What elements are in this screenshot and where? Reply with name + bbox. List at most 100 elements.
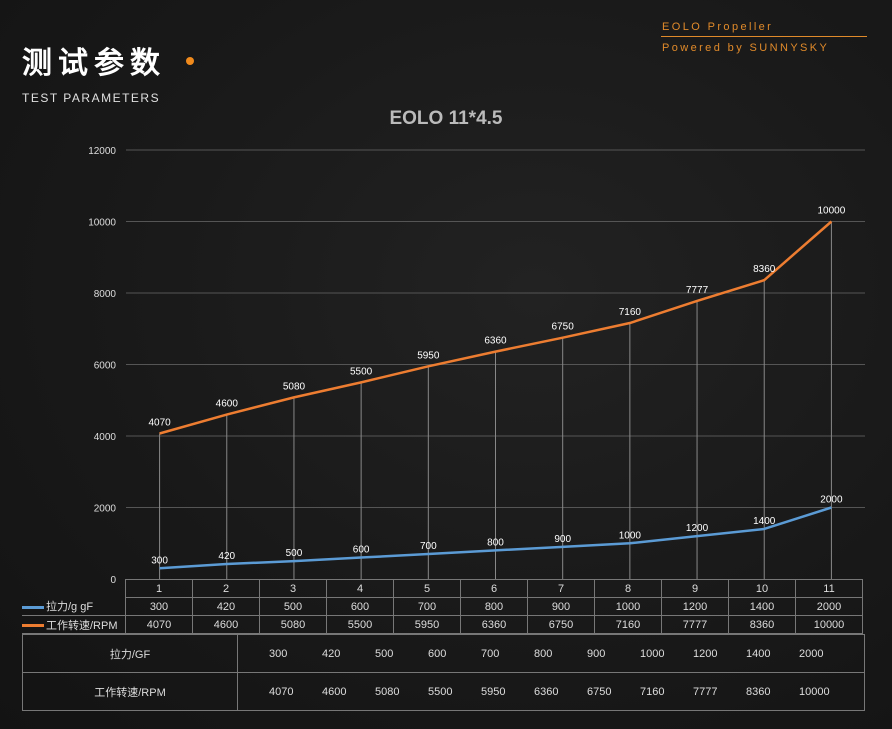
thrust-series-row: 拉力/g gF 300 420 500 600 700 800 900 1000 1200 1400… <box>22 597 863 616</box>
summary-value: 5500 <box>428 685 453 698</box>
value-cell: 700 <box>393 597 461 616</box>
summary-value: 2000 <box>799 647 824 660</box>
summary-value: 4600 <box>322 685 347 698</box>
data-label-rpm: 6750 <box>552 322 575 333</box>
value-cell: 5080 <box>259 615 327 634</box>
summary-value: 8360 <box>746 685 771 698</box>
summary-value: 5950 <box>481 685 506 698</box>
legend-swatch <box>22 605 44 609</box>
value-cell: 300 <box>125 597 193 616</box>
legend-blank <box>22 580 126 598</box>
summary-value: 1200 <box>693 647 718 660</box>
legend-swatch <box>22 624 44 628</box>
data-label-rpm: 6360 <box>484 336 507 347</box>
value-cell: 800 <box>460 597 528 616</box>
summary-value: 4070 <box>269 685 294 698</box>
value-cell: 900 <box>527 597 595 616</box>
value-cell: 1200 <box>661 597 729 616</box>
category-cell: 10 <box>728 579 796 598</box>
data-label-thrust: 300 <box>151 555 168 566</box>
data-label-rpm: 4600 <box>216 399 239 410</box>
data-label-thrust: 800 <box>487 537 504 548</box>
value-cell: 600 <box>326 597 394 616</box>
value-cell: 10000 <box>795 615 863 634</box>
category-cell: 6 <box>460 579 528 598</box>
value-cell: 1400 <box>728 597 796 616</box>
value-cell: 7160 <box>594 615 662 634</box>
rpm-series-row: 工作转速/RPM 4070 4600 5080 5500 5950 6360 6750 7160… <box>22 615 863 634</box>
summary-value: 5080 <box>375 685 400 698</box>
summary-value: 6750 <box>587 685 612 698</box>
summary-value: 1000 <box>640 647 665 660</box>
page-subtitle: TEST PARAMETERS <box>22 91 161 105</box>
y-tick-label: 6000 <box>94 361 117 372</box>
summary-table: 拉力/GF 300 420 500 600 700 800 900 1000 1200 1400 20… <box>22 634 865 711</box>
data-label-thrust: 600 <box>353 545 370 556</box>
data-label-thrust: 700 <box>420 541 437 552</box>
y-tick-label: 0 <box>110 575 116 586</box>
data-label-thrust: 1400 <box>753 516 776 527</box>
value-cell: 420 <box>192 597 260 616</box>
legend-rpm: 工作转速/RPM <box>22 615 126 634</box>
summary-value: 500 <box>375 647 394 660</box>
legend-label: 工作转速/RPM <box>46 619 118 632</box>
legend-label: 拉力/g gF <box>46 601 94 614</box>
rpm-row: 工作转速/RPM 4070 4600 5080 5500 5950 6360 6750 7160… <box>22 672 865 711</box>
category-cell: 4 <box>326 579 394 598</box>
data-label-thrust: 2000 <box>820 495 843 506</box>
value-cell: 8360 <box>728 615 796 634</box>
value-cell: 5500 <box>326 615 394 634</box>
data-label-rpm: 10000 <box>818 206 846 217</box>
summary-value: 7777 <box>693 685 718 698</box>
summary-value: 1400 <box>746 647 771 660</box>
brand-powered: Powered by SUNNYSKY <box>662 42 830 54</box>
y-tick-label: 8000 <box>94 289 117 300</box>
data-label-rpm: 8360 <box>753 264 776 275</box>
thrust-row: 拉力/GF 300 420 500 600 700 800 900 1000 1200 1400 20… <box>22 634 865 673</box>
data-label-rpm: 5500 <box>350 366 373 377</box>
value-cell: 4600 <box>192 615 260 634</box>
summary-value: 800 <box>534 647 553 660</box>
data-table: 1 2 3 4 5 6 7 8 9 10 11 拉力/g gF 300 420 500 600 700 800 90… <box>22 579 863 634</box>
data-label-rpm: 5080 <box>283 381 306 392</box>
accent-dot <box>186 57 194 65</box>
series-line-thrust <box>159 506 832 570</box>
category-cell: 8 <box>594 579 662 598</box>
y-tick-label: 12000 <box>88 146 116 157</box>
data-label-thrust: 1200 <box>686 523 709 534</box>
y-tick-label: 10000 <box>88 218 116 229</box>
brand-product: EOLO Propeller <box>662 21 774 33</box>
summary-value: 6360 <box>534 685 559 698</box>
series-line-rpm <box>159 220 833 435</box>
data-label-thrust: 420 <box>218 551 235 562</box>
category-cell: 11 <box>795 579 863 598</box>
category-cell: 9 <box>661 579 729 598</box>
y-tick-label: 4000 <box>94 432 117 443</box>
thrust-label: 拉力/GF <box>22 634 238 673</box>
category-cell: 1 <box>125 579 193 598</box>
brand-divider <box>661 36 867 37</box>
value-cell: 2000 <box>795 597 863 616</box>
summary-value: 900 <box>587 647 606 660</box>
summary-value: 700 <box>481 647 500 660</box>
summary-value: 300 <box>269 647 288 660</box>
value-cell: 4070 <box>125 615 193 634</box>
value-cell: 1000 <box>594 597 662 616</box>
data-label-rpm: 4070 <box>148 417 171 428</box>
value-cell: 6750 <box>527 615 595 634</box>
legend-thrust: 拉力/g gF <box>22 597 126 616</box>
summary-value: 420 <box>322 647 341 660</box>
value-cell: 6360 <box>460 615 528 634</box>
summary-value: 10000 <box>799 685 830 698</box>
summary-value: 600 <box>428 647 447 660</box>
value-cell: 5950 <box>393 615 461 634</box>
data-label-rpm: 7160 <box>619 307 642 318</box>
category-cell: 2 <box>192 579 260 598</box>
data-label-thrust: 900 <box>554 534 571 545</box>
data-label-thrust: 500 <box>286 548 303 559</box>
chart-title: EOLO 11*4.5 <box>389 108 502 129</box>
category-row: 1 2 3 4 5 6 7 8 9 10 11 <box>22 579 863 598</box>
data-label-rpm: 5950 <box>417 350 440 361</box>
y-tick-label: 2000 <box>94 504 117 515</box>
